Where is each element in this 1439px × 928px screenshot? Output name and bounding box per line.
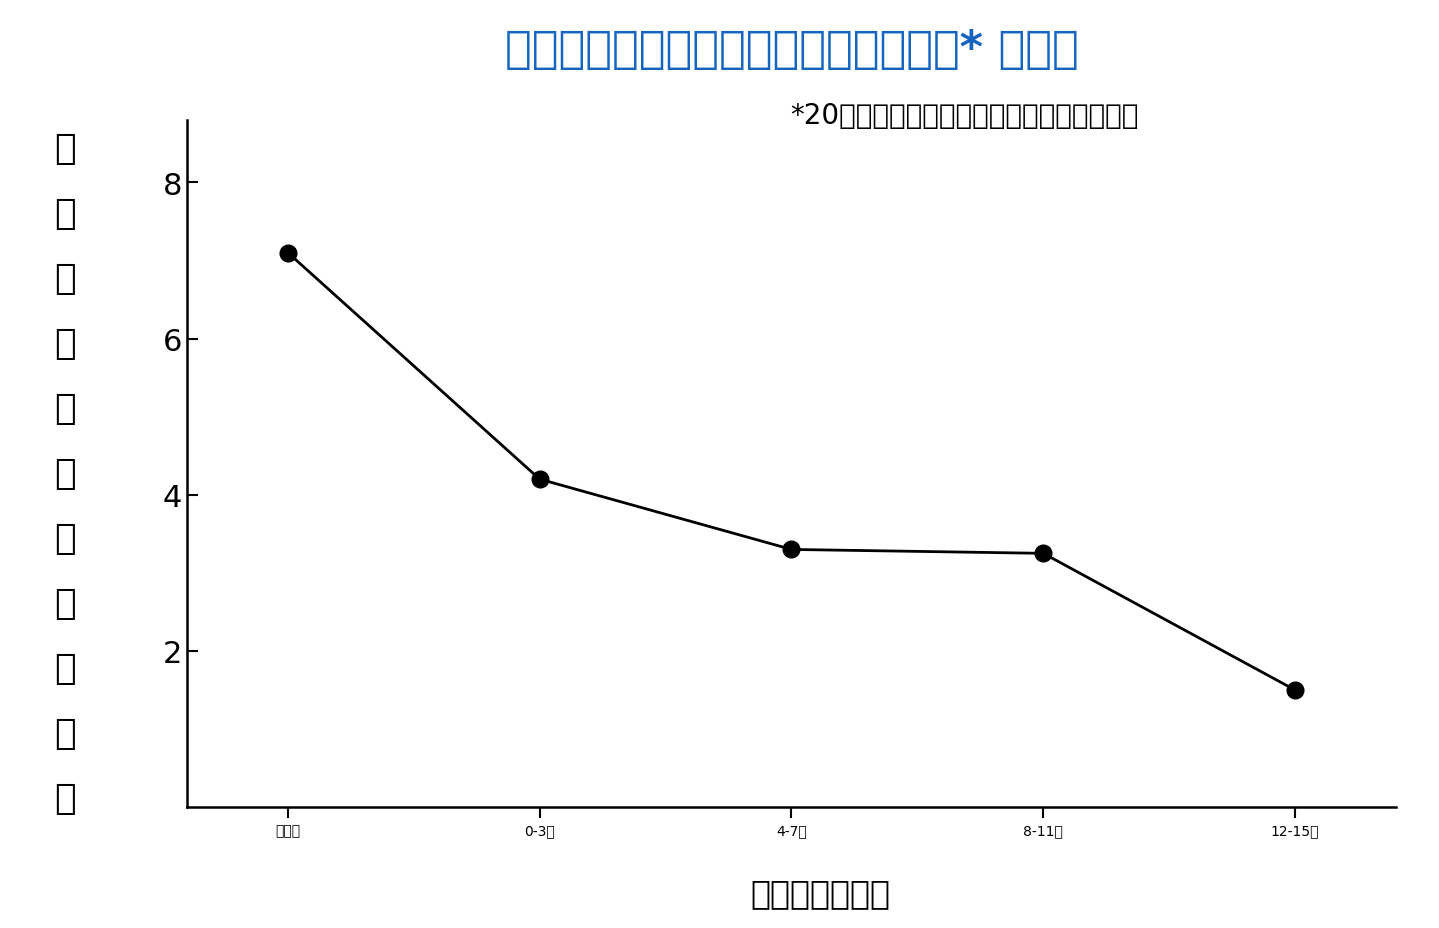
Text: *20分以上持続する中等度以上のめまい頻度: *20分以上持続する中等度以上のめまい頻度	[790, 102, 1138, 130]
Text: 間: 間	[53, 197, 76, 230]
Text: ま: ま	[53, 457, 76, 490]
Text: 回: 回	[53, 716, 76, 750]
Text: 作: 作	[53, 651, 76, 685]
Text: め: め	[53, 392, 76, 425]
Text: 治療開始後期間: 治療開始後期間	[750, 876, 891, 909]
Text: 数: 数	[53, 781, 76, 815]
Text: 総: 総	[53, 327, 76, 360]
Text: 期: 期	[53, 132, 76, 165]
Text: 国内治験における平均めまい発作回数* の推移: 国内治験における平均めまい発作回数* の推移	[505, 28, 1078, 71]
Text: い: い	[53, 522, 76, 555]
Text: 発: 発	[53, 586, 76, 620]
Text: 内: 内	[53, 262, 76, 295]
